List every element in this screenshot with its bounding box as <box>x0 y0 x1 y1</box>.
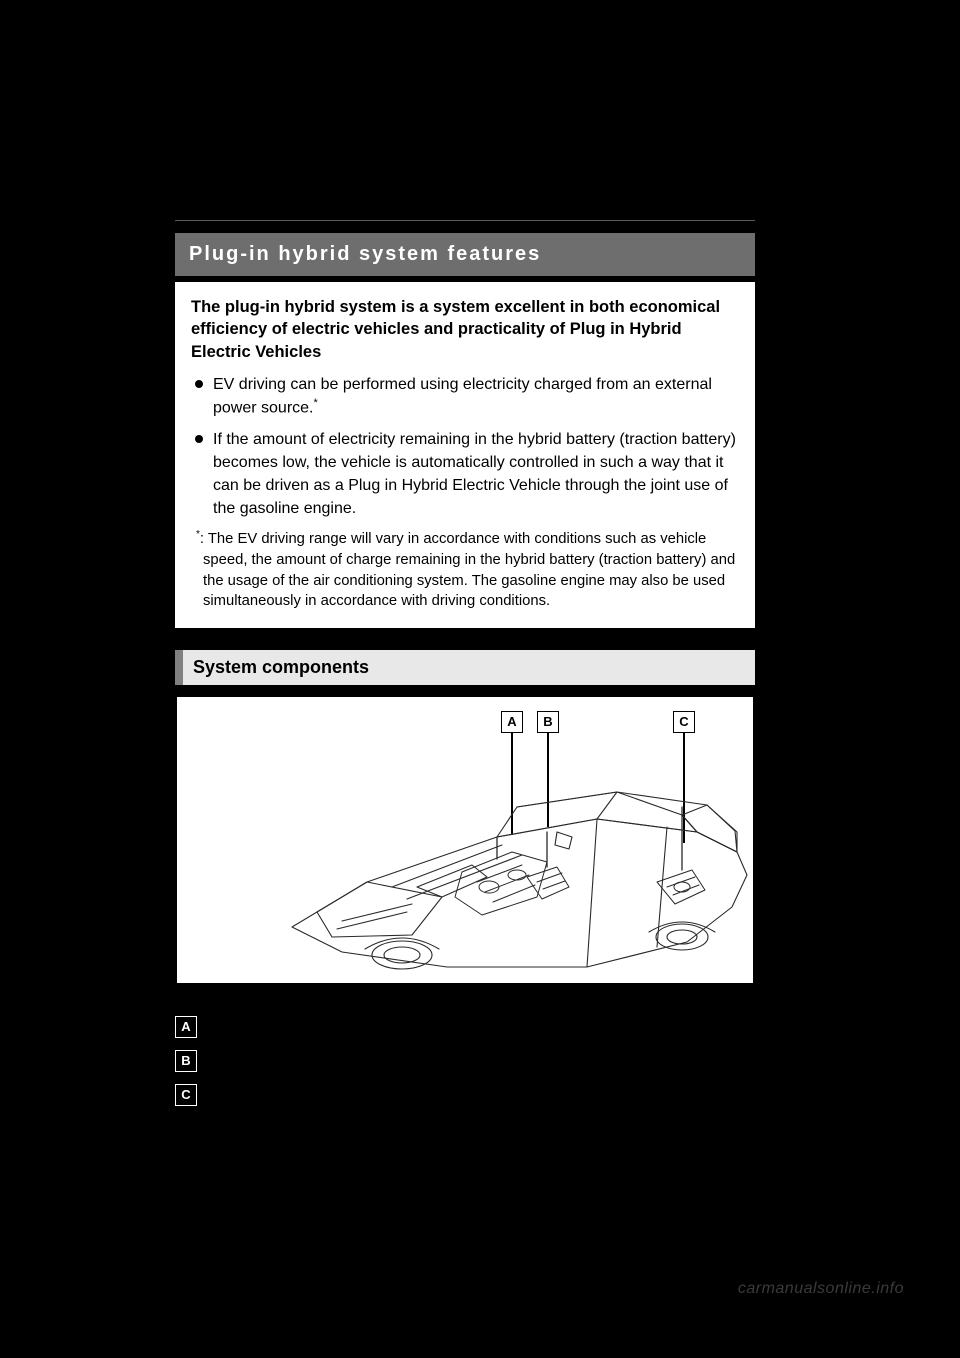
intro-lead: The plug-in hybrid system is a system ex… <box>191 296 739 363</box>
legend-row-B: B <box>175 1049 755 1073</box>
legend-box-A: A <box>175 1016 197 1038</box>
manual-page: Plug-in hybrid system features The plug-… <box>175 220 755 1117</box>
bullet-text: If the amount of electricity remaining i… <box>213 428 739 521</box>
legend-box-C: C <box>175 1084 197 1106</box>
watermark: carmanualsonline.info <box>738 1280 904 1298</box>
car-illustration <box>237 737 755 982</box>
diagram-legend: A B C <box>175 1015 755 1107</box>
bullet-text: EV driving can be performed using electr… <box>213 373 739 420</box>
subsection-title: System components <box>193 657 369 677</box>
intro-bullet-1: EV driving can be performed using electr… <box>191 373 739 420</box>
callout-C-box: C <box>673 711 695 733</box>
bullet-1-text: EV driving can be performed using electr… <box>213 376 712 417</box>
bullet-icon <box>195 435 203 443</box>
legend-box-B: B <box>175 1050 197 1072</box>
legend-row-A: A <box>175 1015 755 1039</box>
section-title: Plug-in hybrid system features <box>189 243 741 266</box>
bullet-icon <box>195 380 203 388</box>
footnote-text: : The EV driving range will vary in acco… <box>200 531 735 609</box>
system-components-diagram: A B C <box>175 695 755 985</box>
legend-row-C: C <box>175 1083 755 1107</box>
intro-bullet-2: If the amount of electricity remaining i… <box>191 428 739 521</box>
top-divider <box>175 220 755 221</box>
intro-box: The plug-in hybrid system is a system ex… <box>175 282 755 628</box>
callout-A-box: A <box>501 711 523 733</box>
intro-footnote: *: The EV driving range will vary in acc… <box>191 528 739 612</box>
subsection-title-bar: System components <box>175 650 755 685</box>
asterisk-icon: * <box>314 397 318 409</box>
intro-bullet-list: EV driving can be performed using electr… <box>191 373 739 520</box>
section-title-bar: Plug-in hybrid system features <box>175 233 755 276</box>
callout-B-box: B <box>537 711 559 733</box>
